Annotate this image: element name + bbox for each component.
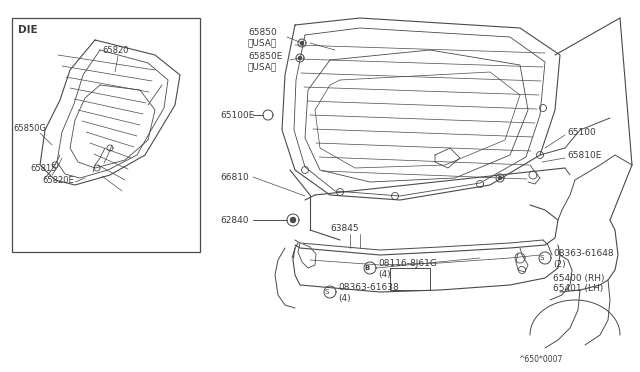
Text: (4): (4) — [378, 269, 390, 279]
Text: 65810E: 65810E — [567, 151, 602, 160]
Text: 63845: 63845 — [330, 224, 358, 232]
Text: DIE: DIE — [18, 25, 38, 35]
Text: 66810: 66810 — [220, 173, 249, 182]
Text: 65100: 65100 — [567, 128, 596, 137]
Text: 65820: 65820 — [102, 45, 129, 55]
Text: 08116-8J61G: 08116-8J61G — [378, 259, 437, 267]
Polygon shape — [298, 57, 301, 60]
Text: 65820E: 65820E — [42, 176, 74, 185]
Polygon shape — [291, 218, 296, 222]
Text: B: B — [364, 265, 370, 271]
Text: ^650*0007: ^650*0007 — [518, 356, 563, 365]
Text: 08363-61648: 08363-61648 — [553, 248, 614, 257]
Text: 〈USA〉: 〈USA〉 — [248, 38, 277, 48]
Text: 65400 (RH): 65400 (RH) — [553, 273, 605, 282]
Text: (4): (4) — [338, 294, 351, 302]
Text: 65850G: 65850G — [13, 124, 46, 132]
Text: 65401 (LH): 65401 (LH) — [553, 285, 604, 294]
Text: 〈USA〉: 〈USA〉 — [248, 62, 277, 71]
Text: S: S — [325, 289, 329, 295]
Bar — [12, 18, 200, 252]
Text: 65850: 65850 — [248, 28, 276, 36]
Text: 65850E: 65850E — [248, 51, 282, 61]
Text: 08363-61638: 08363-61638 — [338, 282, 399, 292]
Text: (2): (2) — [553, 260, 566, 269]
Text: S: S — [540, 255, 544, 261]
Text: 65815: 65815 — [30, 164, 56, 173]
Text: 62840: 62840 — [220, 215, 248, 224]
Polygon shape — [499, 176, 502, 180]
Text: 65100E: 65100E — [220, 110, 254, 119]
Polygon shape — [301, 42, 303, 45]
